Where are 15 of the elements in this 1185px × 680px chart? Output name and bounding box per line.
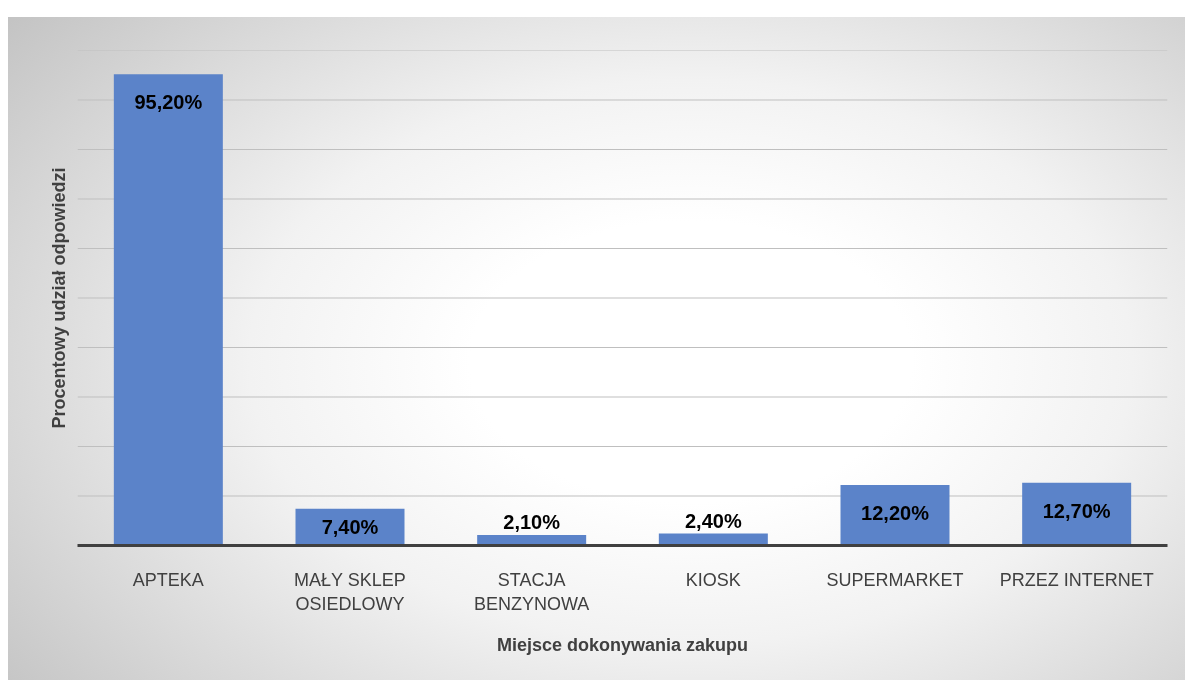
y-axis-title: Procentowy udział odpowiedzi	[48, 167, 69, 429]
x-tick-label: PRZEZ INTERNET	[999, 569, 1154, 590]
x-tick-label: STACJA BENZYNOWA	[474, 569, 590, 614]
data-label: 7,40%	[321, 516, 379, 539]
data-label: 2,10%	[503, 511, 561, 534]
x-tick-label: SUPERMARKET	[826, 569, 964, 590]
data-label: 12,70%	[1042, 499, 1111, 522]
x-tick-label: MAŁY SKLEP OSIEDLOWY	[293, 569, 406, 614]
data-label: 12,20%	[861, 502, 930, 525]
x-tick-label: APTEKA	[132, 569, 204, 590]
bar	[113, 74, 223, 546]
data-label: 95,20%	[134, 91, 203, 114]
x-axis-title: Miejsce dokonywania zakupu	[496, 634, 749, 655]
data-label: 2,40%	[684, 509, 742, 532]
x-tick-label: KIOSK	[685, 569, 741, 590]
